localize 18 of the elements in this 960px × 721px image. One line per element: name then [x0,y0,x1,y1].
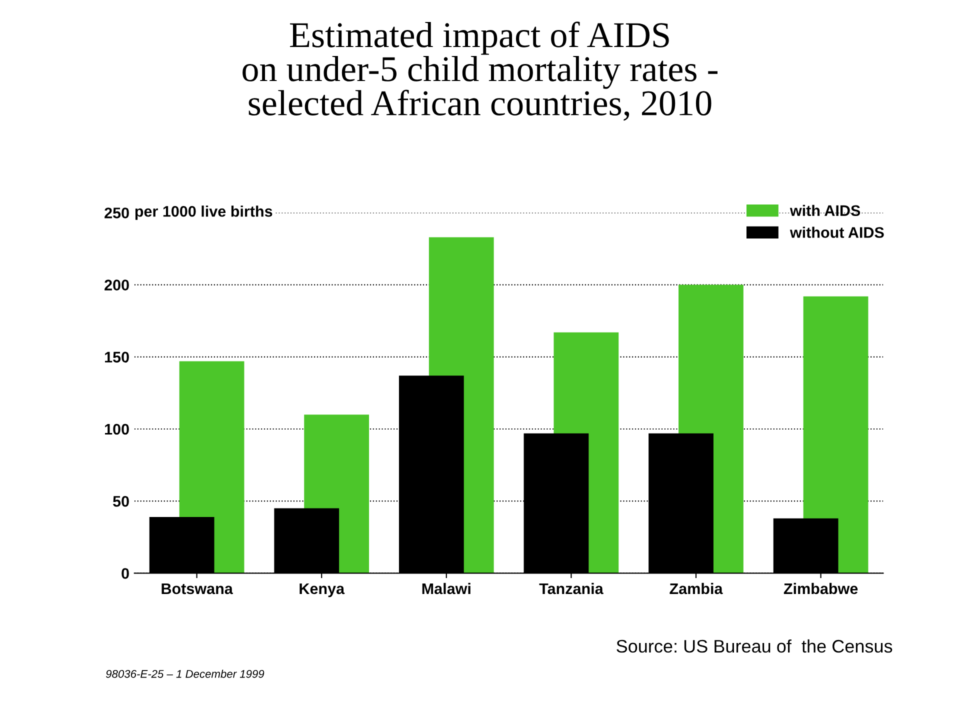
y-tick-label: 100 [105,424,129,435]
y-tick-label: 0 [122,568,129,579]
y-tick-label: 150 [105,352,129,363]
text: 98036-E-25 – 1 December 1999 [106,670,264,678]
source-note: Source: US Bureau of the Census [616,639,892,653]
y-tick-label: 250 [104,208,129,218]
x-tick-label: Zambia [670,582,723,594]
y-tick-label: 50 [113,496,129,507]
x-tick-label: Botswana [162,583,233,594]
legend-label: with AIDS [790,204,860,216]
y-axis-title: per 1000 live births [135,206,272,220]
x-tick-label: Zimbabwe [784,582,858,594]
y-tick-label: 200 [104,280,129,290]
chart-title: Estimated impact of AIDS on under-5 child mortality rates - selected African countries, 2010 [242,22,718,121]
legend-label: without AIDS [790,226,884,238]
x-tick-label: Tanzania [539,582,604,594]
x-tick-label: Malawi [422,582,470,594]
x-tick-label: Kenya [300,583,345,598]
